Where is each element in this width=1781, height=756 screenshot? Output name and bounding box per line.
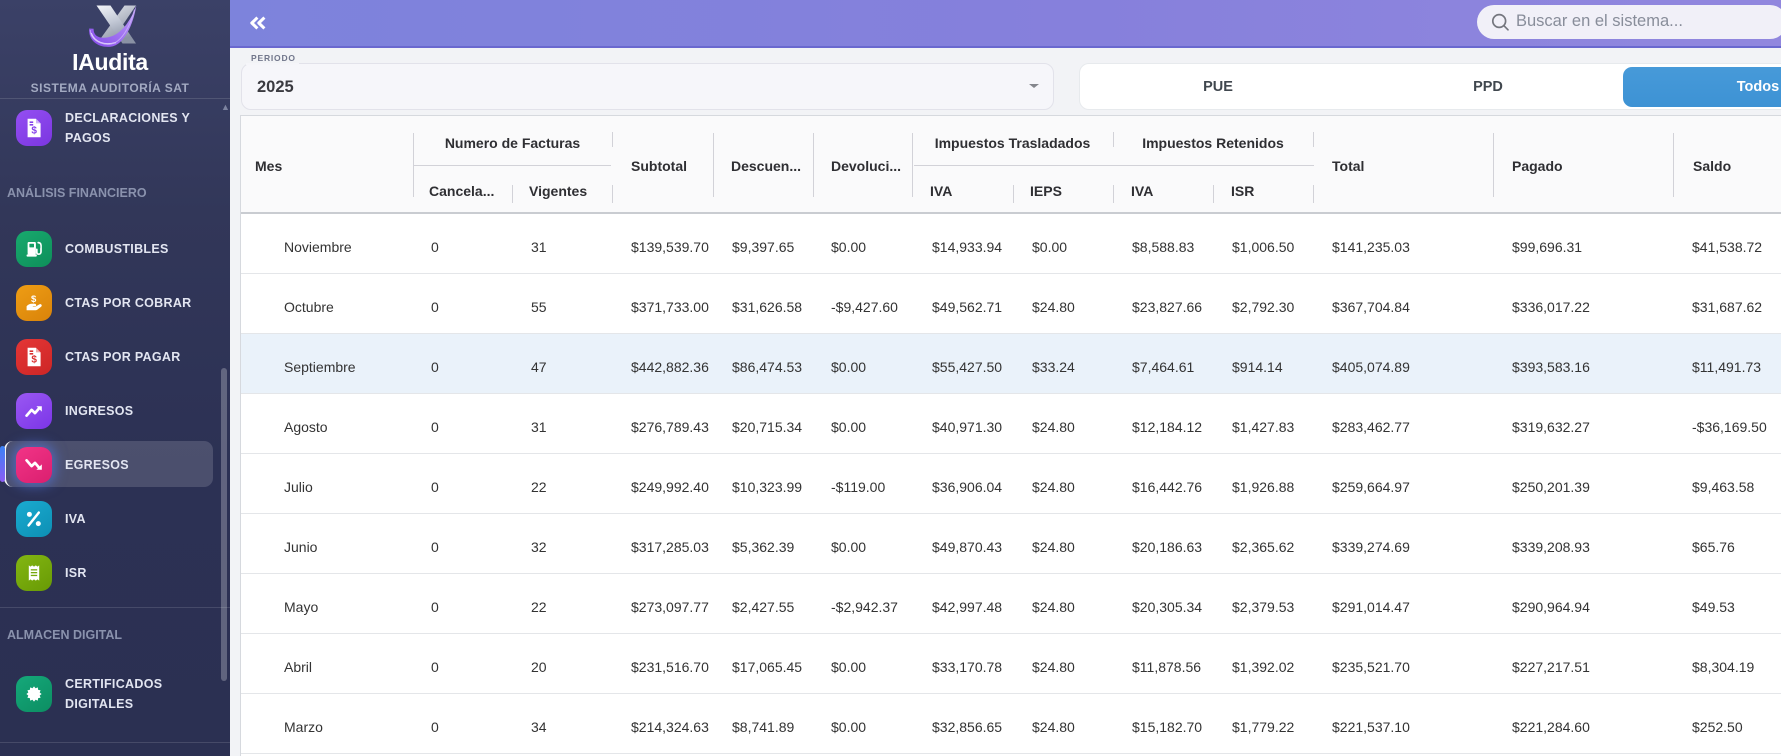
svg-text:$: $: [31, 294, 37, 305]
svg-text:$: $: [31, 126, 37, 137]
svg-text:$: $: [31, 355, 37, 366]
